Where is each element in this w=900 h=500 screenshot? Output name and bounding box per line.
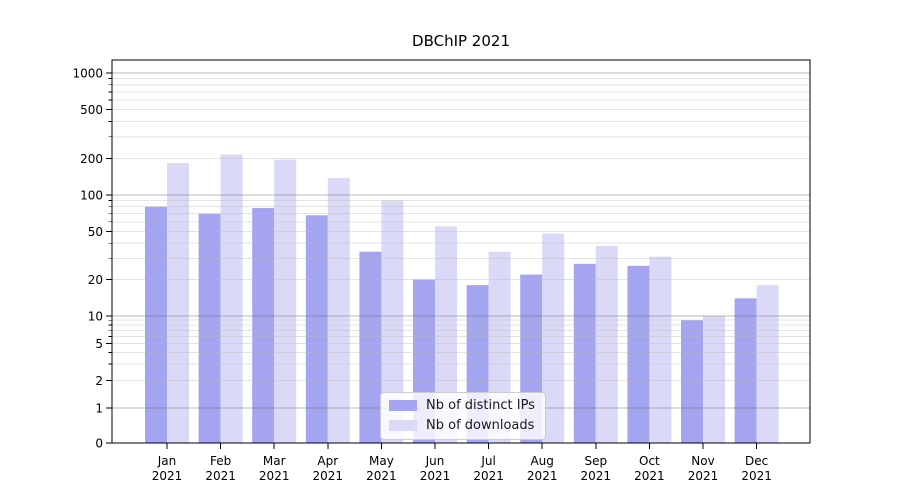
- x-tick-label: Sep 2021: [581, 454, 612, 483]
- x-tick-label: Mar 2021: [259, 454, 290, 483]
- bar-downloads: [220, 154, 243, 443]
- x-tick-label: Aug 2021: [527, 454, 558, 483]
- legend-label-downloads: Nb of downloads: [426, 418, 535, 433]
- y-tick-label: 50: [88, 225, 103, 239]
- bar-downloads: [167, 162, 189, 444]
- legend: Nb of distinct IPs Nb of downloads: [380, 392, 546, 440]
- y-tick-label: 0: [95, 437, 103, 451]
- x-tick-label: May 2021: [366, 454, 397, 483]
- bar-downloads: [381, 200, 404, 443]
- bar-distinct-ips: [734, 298, 757, 443]
- x-tick-label: Dec 2021: [741, 454, 772, 483]
- y-tick-label: 200: [80, 152, 103, 166]
- plot-border: [111, 59, 811, 444]
- x-tick-label: Jul 2021: [473, 454, 504, 483]
- bar-distinct-ips: [252, 208, 275, 443]
- y-tick-label: 100: [80, 189, 103, 203]
- bar-distinct-ips: [359, 251, 382, 443]
- bar-downloads: [542, 233, 565, 443]
- x-tick-label: Apr 2021: [313, 454, 344, 483]
- bar-downloads: [649, 256, 672, 443]
- bar-downloads: [435, 226, 457, 443]
- y-tick-label: 10: [88, 310, 103, 324]
- bar-downloads: [274, 159, 297, 443]
- bar-downloads: [703, 316, 725, 443]
- chart-title: DBChIP 2021: [412, 32, 510, 50]
- bar-distinct-ips: [627, 265, 650, 443]
- legend-label-distinct-ips: Nb of distinct IPs: [426, 398, 535, 413]
- y-tick-label: 1000: [72, 67, 103, 81]
- bar-distinct-ips: [145, 206, 167, 443]
- x-tick-label: Jan 2021: [152, 454, 183, 483]
- bar-distinct-ips: [305, 215, 328, 443]
- legend-item-downloads: Nb of downloads: [389, 418, 535, 433]
- x-tick-label: Nov 2021: [688, 454, 719, 483]
- bar-downloads: [327, 177, 350, 443]
- bar-distinct-ips: [573, 263, 596, 443]
- y-tick-label: 5: [95, 337, 103, 351]
- y-tick-label: 500: [80, 103, 103, 117]
- legend-item-distinct-ips: Nb of distinct IPs: [389, 398, 535, 413]
- y-tick-label: 20: [88, 273, 103, 287]
- bar-distinct-ips: [681, 320, 703, 443]
- legend-swatch-distinct-ips: [389, 400, 417, 411]
- y-tick-label: 2: [95, 374, 103, 388]
- x-tick-label: Oct 2021: [634, 454, 665, 483]
- x-tick-label: Feb 2021: [205, 454, 236, 483]
- bar-downloads: [756, 285, 779, 443]
- x-tick-label: Jun 2021: [420, 454, 451, 483]
- bar-downloads: [595, 245, 618, 443]
- bar-distinct-ips: [198, 213, 221, 443]
- legend-swatch-downloads: [389, 420, 417, 431]
- y-tick-label: 1: [95, 402, 103, 416]
